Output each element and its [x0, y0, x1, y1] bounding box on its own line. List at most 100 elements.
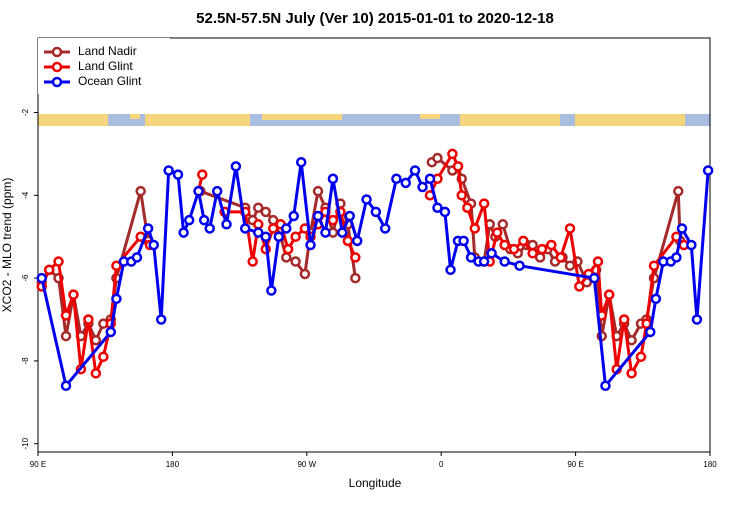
- data-point: [344, 210, 355, 222]
- data-point: [342, 235, 354, 247]
- data-point: [198, 214, 210, 226]
- data-point: [350, 252, 361, 263]
- data-point: [691, 314, 703, 325]
- data-point: [648, 260, 660, 271]
- data-point: [589, 272, 600, 284]
- data-point: [68, 289, 79, 300]
- data-point: [491, 227, 503, 238]
- data-point: [60, 380, 72, 392]
- data-point: [105, 326, 117, 338]
- data-point: [281, 252, 292, 263]
- y-tick-label: -10: [21, 437, 30, 449]
- data-point: [312, 185, 324, 197]
- data-point: [445, 264, 456, 276]
- data-point: [163, 165, 174, 176]
- data-point: [417, 181, 428, 193]
- data-point: [172, 169, 184, 180]
- data-point: [432, 152, 443, 164]
- data-point: [142, 223, 154, 234]
- data-point: [497, 219, 509, 230]
- x-tick-label: 180: [703, 460, 717, 469]
- data-point: [267, 223, 279, 234]
- data-point: [462, 202, 473, 213]
- x-tick-label: 90 E: [567, 460, 583, 469]
- data-point: [299, 268, 311, 280]
- legend-label: Land Nadir: [78, 44, 137, 58]
- data-point: [600, 380, 611, 392]
- x-axis-label: Longitude: [349, 476, 402, 490]
- data-point: [592, 256, 604, 267]
- data-point: [676, 223, 688, 234]
- data-point: [131, 252, 143, 263]
- data-point: [370, 206, 382, 218]
- data-point: [312, 210, 324, 222]
- data-point: [650, 293, 662, 305]
- data-point: [155, 314, 167, 325]
- data-point: [458, 235, 469, 247]
- series-line: [40, 156, 682, 344]
- data-point: [253, 202, 264, 213]
- data-point: [327, 214, 339, 226]
- data-point: [266, 285, 277, 296]
- y-tick-label: -2: [21, 108, 30, 116]
- data-point: [391, 173, 402, 185]
- y-tick-label: -4: [21, 191, 30, 199]
- data-point: [447, 148, 458, 160]
- data-point: [478, 256, 490, 267]
- data-point: [320, 227, 331, 238]
- data-point: [111, 293, 122, 305]
- data-point: [253, 219, 264, 230]
- data-point: [626, 368, 637, 379]
- data-point: [555, 252, 566, 263]
- data-point: [518, 235, 529, 247]
- legend-marker: [51, 76, 63, 88]
- data-point: [60, 330, 72, 342]
- data-point: [641, 318, 652, 329]
- data-point: [178, 227, 189, 238]
- data-point: [211, 185, 223, 197]
- data-point: [645, 326, 656, 338]
- data-point: [574, 281, 585, 292]
- data-point: [90, 368, 102, 379]
- data-point: [564, 260, 576, 271]
- data-point: [273, 231, 285, 242]
- data-point: [499, 256, 510, 267]
- x-tick-label: 90 W: [297, 460, 316, 469]
- data-point: [260, 206, 271, 218]
- data-point: [60, 310, 72, 321]
- data-point: [239, 223, 251, 234]
- data-point: [361, 194, 372, 205]
- data-point: [204, 223, 215, 234]
- data-point: [148, 239, 159, 251]
- data-point: [486, 248, 497, 259]
- x-tick-label: 180: [166, 460, 180, 469]
- data-point: [193, 185, 204, 197]
- data-point: [514, 260, 525, 271]
- y-axis-label: XCO2 - MLO trend (ppm): [0, 178, 14, 313]
- map-strip: [38, 114, 710, 126]
- chart-title: 52.5N-57.5N July (Ver 10) 2015-01-01 to …: [196, 10, 554, 27]
- data-point: [197, 169, 208, 180]
- data-point: [702, 165, 714, 176]
- legend-marker: [51, 61, 63, 73]
- data-point: [673, 185, 684, 197]
- data-point: [98, 351, 109, 363]
- legend-marker: [51, 46, 63, 58]
- y-tick-label: -6: [21, 274, 30, 282]
- data-point: [53, 256, 64, 267]
- data-point: [409, 165, 421, 176]
- data-point: [452, 161, 464, 172]
- data-point: [230, 161, 242, 172]
- data-point: [508, 243, 520, 255]
- data-point: [135, 185, 146, 197]
- data-point: [221, 219, 232, 230]
- data-point: [536, 243, 548, 255]
- data-point: [337, 227, 348, 238]
- data-point: [290, 231, 301, 242]
- data-point: [564, 223, 576, 234]
- x-tick-label: 90 E: [30, 460, 46, 469]
- data-point: [469, 223, 481, 234]
- data-point: [686, 239, 697, 251]
- data-point: [282, 243, 294, 255]
